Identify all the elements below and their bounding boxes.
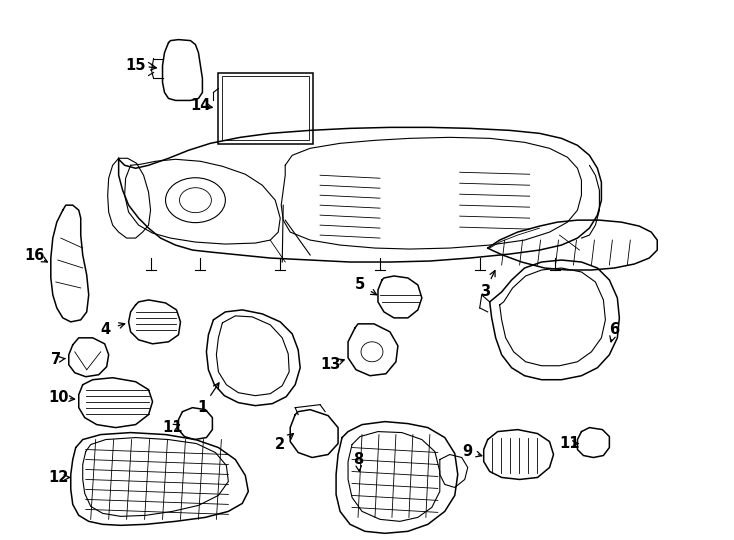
Bar: [222, 77, 309, 140]
Text: 3: 3: [479, 285, 490, 300]
Text: 11: 11: [559, 436, 580, 451]
Text: 10: 10: [48, 390, 69, 405]
Text: 4: 4: [101, 322, 111, 338]
Text: 11: 11: [162, 420, 183, 435]
Bar: [219, 72, 313, 144]
Text: 9: 9: [462, 444, 473, 459]
Text: 14: 14: [190, 98, 211, 113]
Text: 13: 13: [320, 357, 341, 372]
Text: 2: 2: [275, 437, 286, 452]
Text: 16: 16: [25, 247, 45, 262]
Text: 6: 6: [609, 322, 619, 338]
Text: 7: 7: [51, 352, 61, 367]
Text: 8: 8: [353, 452, 363, 467]
Text: 5: 5: [355, 278, 365, 293]
Text: 15: 15: [126, 58, 146, 73]
Text: 1: 1: [197, 400, 208, 415]
Text: 12: 12: [48, 470, 69, 485]
